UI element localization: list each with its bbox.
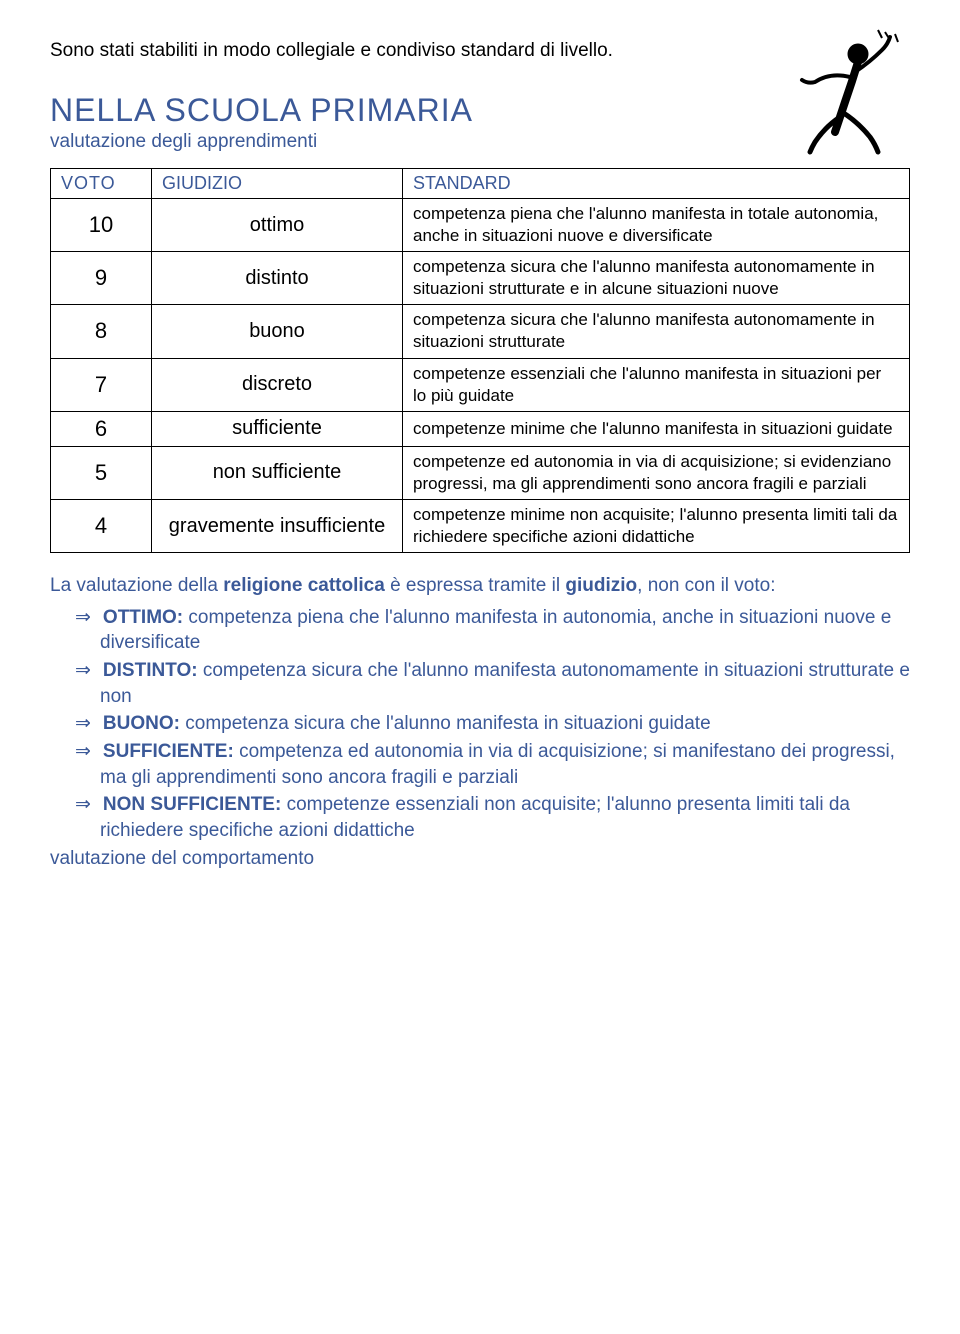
religion-intro-bold2: giudizio [565, 575, 637, 596]
cell-giudizio: non sufficiente [152, 446, 403, 499]
cell-giudizio: buono [152, 305, 403, 358]
header-section: NELLA SCUOLA PRIMARIA valutazione degli … [50, 92, 910, 153]
cell-standard: competenze minime non acquisite; l'alunn… [403, 499, 910, 552]
table-row: 5non sufficientecompetenze ed autonomia … [51, 446, 910, 499]
cell-standard: competenza piena che l'alunno manifesta … [403, 199, 910, 252]
cell-giudizio: distinto [152, 252, 403, 305]
religion-item: OTTIMO: competenza piena che l'alunno ma… [50, 605, 910, 656]
cell-voto: 6 [51, 411, 152, 446]
behavior-title: valutazione del comportamento [50, 848, 910, 870]
religion-item-label: DISTINTO: [103, 660, 198, 681]
table-row: 10ottimocompetenza piena che l'alunno ma… [51, 199, 910, 252]
cell-standard: competenza sicura che l'alunno manifesta… [403, 305, 910, 358]
religion-item-text: competenza piena che l'alunno manifesta … [100, 607, 891, 654]
intro-text: Sono stati stabiliti in modo collegiale … [50, 40, 910, 62]
cell-standard: competenze minime che l'alunno manifesta… [403, 411, 910, 446]
religion-item-label: OTTIMO: [103, 607, 183, 628]
cell-voto: 5 [51, 446, 152, 499]
cell-voto: 4 [51, 499, 152, 552]
page-title: NELLA SCUOLA PRIMARIA [50, 92, 910, 129]
religion-intro: La valutazione della religione cattolica… [50, 573, 910, 600]
religion-item-label: NON SUFFICIENTE: [103, 794, 281, 815]
cell-voto: 10 [51, 199, 152, 252]
religion-item: DISTINTO: competenza sicura che l'alunno… [50, 658, 910, 709]
cell-giudizio: gravemente insufficiente [152, 499, 403, 552]
table-row: 4gravemente insufficientecompetenze mini… [51, 499, 910, 552]
evaluation-table: VOTO GIUDIZIO STANDARD 10ottimocompetenz… [50, 168, 910, 553]
religion-item: NON SUFFICIENTE: competenze essenziali n… [50, 792, 910, 843]
table-row: 8buonocompetenza sicura che l'alunno man… [51, 305, 910, 358]
page-subtitle: valutazione degli apprendimenti [50, 131, 910, 153]
religion-intro-pre: La valutazione della [50, 575, 223, 596]
table-header-row: VOTO GIUDIZIO STANDARD [51, 169, 910, 199]
dancing-figure-icon [790, 22, 910, 162]
cell-standard: competenze essenziali che l'alunno manif… [403, 358, 910, 411]
religion-intro-mid: è espressa tramite il [385, 575, 566, 596]
cell-voto: 7 [51, 358, 152, 411]
cell-standard: competenza sicura che l'alunno manifesta… [403, 252, 910, 305]
religion-item-label: BUONO: [103, 713, 180, 734]
header-giudizio: GIUDIZIO [152, 169, 403, 199]
religion-list: OTTIMO: competenza piena che l'alunno ma… [50, 605, 910, 844]
religion-item-text: competenza sicura che l'alunno manifesta… [100, 660, 910, 707]
cell-giudizio: discreto [152, 358, 403, 411]
header-voto: VOTO [51, 169, 152, 199]
religion-item-label: SUFFICIENTE: [103, 741, 234, 762]
cell-standard: competenze ed autonomia in via di acquis… [403, 446, 910, 499]
cell-voto: 8 [51, 305, 152, 358]
religion-item: BUONO: competenza sicura che l'alunno ma… [50, 711, 910, 737]
religion-item: SUFFICIENTE: competenza ed autonomia in … [50, 739, 910, 790]
cell-giudizio: sufficiente [152, 411, 403, 446]
table-row: 6sufficientecompetenze minime che l'alun… [51, 411, 910, 446]
religion-intro-bold1: religione cattolica [223, 575, 385, 596]
header-standard: STANDARD [403, 169, 910, 199]
table-row: 7discretocompetenze essenziali che l'alu… [51, 358, 910, 411]
religion-intro-post: , non con il voto: [637, 575, 775, 596]
cell-giudizio: ottimo [152, 199, 403, 252]
religion-item-text: competenza sicura che l'alunno manifesta… [180, 713, 711, 734]
cell-voto: 9 [51, 252, 152, 305]
table-row: 9distintocompetenza sicura che l'alunno … [51, 252, 910, 305]
